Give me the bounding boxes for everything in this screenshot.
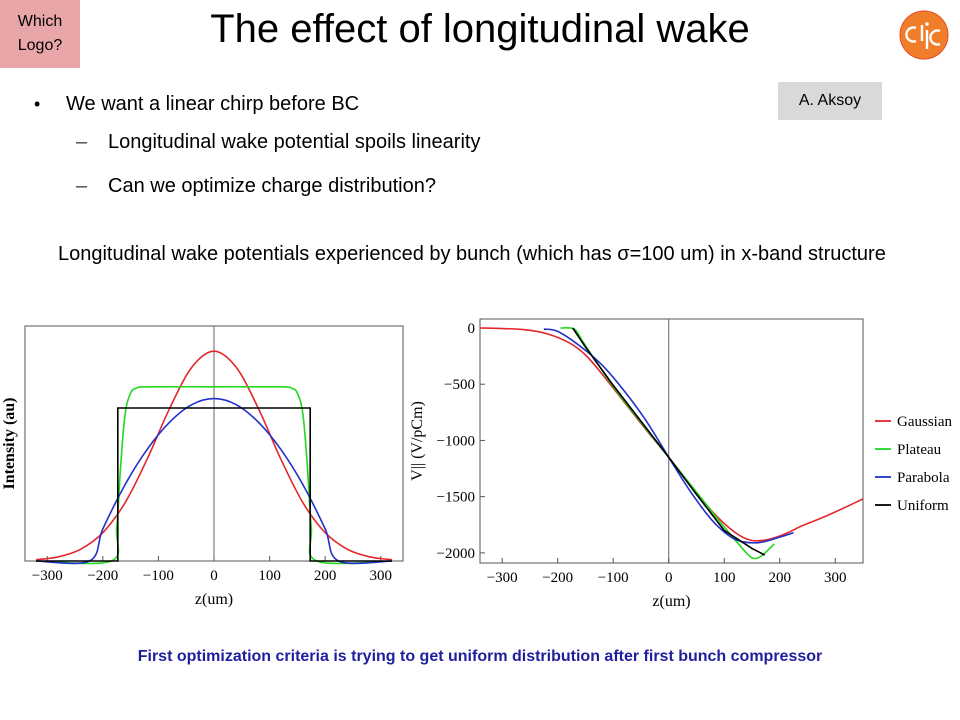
x-tick-label: 100 bbox=[713, 570, 736, 586]
y-tick-label: 0 bbox=[468, 321, 476, 337]
x-tick-label: −100 bbox=[143, 568, 174, 584]
sub-bullet-item: – Can we optimize charge distribution? bbox=[34, 164, 480, 208]
series-line-parabola bbox=[36, 397, 392, 565]
x-tick-label: 200 bbox=[314, 568, 337, 584]
y-tick-label: −500 bbox=[444, 377, 475, 393]
series-line-uniform bbox=[572, 327, 766, 556]
wake-potential-chart: −300 −200 −100 0 100 200 3000−500−1000−1500−20… bbox=[409, 318, 952, 610]
figure-caption: Longitudinal wake potentials experienced… bbox=[58, 243, 886, 265]
x-tick-label: 300 bbox=[824, 570, 847, 586]
sub-bullet-text: Longitudinal wake potential spoils linea… bbox=[108, 130, 481, 153]
x-tick-label: −200 bbox=[87, 568, 118, 584]
legend-label: Parabola bbox=[897, 470, 950, 486]
x-tick-label: 100 bbox=[258, 568, 281, 584]
slide-title: The effect of longitudinal wake bbox=[210, 7, 750, 51]
footer-note: First optimization criteria is trying to… bbox=[137, 648, 823, 665]
author-label: A. Aksoy bbox=[778, 82, 882, 120]
x-tick-label: −200 bbox=[542, 570, 573, 586]
bullet-dot-icon: • bbox=[34, 93, 41, 114]
legend-label: Plateau bbox=[897, 442, 942, 458]
x-tick-label: −300 bbox=[487, 570, 518, 586]
x-tick-label: −100 bbox=[598, 570, 629, 586]
dash-icon: – bbox=[76, 174, 88, 197]
x-tick-label: 0 bbox=[210, 568, 218, 584]
y-tick-label: −2000 bbox=[437, 546, 475, 562]
x-tick-label: 300 bbox=[370, 568, 393, 584]
x-tick-label: −300 bbox=[32, 568, 63, 584]
y-tick-label: −1000 bbox=[437, 433, 475, 449]
bullet-text: We want a linear chirp before BC bbox=[66, 92, 360, 115]
logo-placeholder: Which Logo? bbox=[0, 0, 80, 68]
logo-placeholder-text: Which Logo? bbox=[17, 13, 63, 54]
y-tick-label: −1500 bbox=[437, 490, 475, 506]
series-line-plateau bbox=[36, 385, 392, 565]
clic-logo-icon bbox=[899, 10, 949, 60]
intensity-chart: −300 −200 −100 0 100 200 300 z(um) Intensity (au… bbox=[1, 325, 404, 608]
y-axis-label: V|| (V/pCm) bbox=[409, 401, 426, 481]
series-line-uniform bbox=[36, 407, 392, 562]
y-axis-label: Intensity (au) bbox=[1, 397, 18, 489]
x-axis-label: z(um) bbox=[195, 591, 233, 608]
dash-icon: – bbox=[76, 130, 88, 153]
series-line-gaussian bbox=[479, 327, 864, 542]
plot-frame bbox=[479, 318, 864, 564]
legend-label: Gaussian bbox=[897, 414, 952, 430]
sub-bullet-item: – Longitudinal wake potential spoils lin… bbox=[34, 120, 480, 164]
series-line-gaussian bbox=[36, 350, 392, 561]
bullet-item: • We want a linear chirp before BC bbox=[34, 88, 480, 120]
sub-bullet-text: Can we optimize charge distribution? bbox=[108, 174, 436, 197]
x-axis-label: z(um) bbox=[652, 593, 690, 610]
bullet-list: • We want a linear chirp before BC – Lon… bbox=[34, 88, 480, 208]
x-tick-label: 200 bbox=[768, 570, 791, 586]
legend-label: Uniform bbox=[897, 498, 949, 514]
x-tick-label: 0 bbox=[665, 570, 673, 586]
